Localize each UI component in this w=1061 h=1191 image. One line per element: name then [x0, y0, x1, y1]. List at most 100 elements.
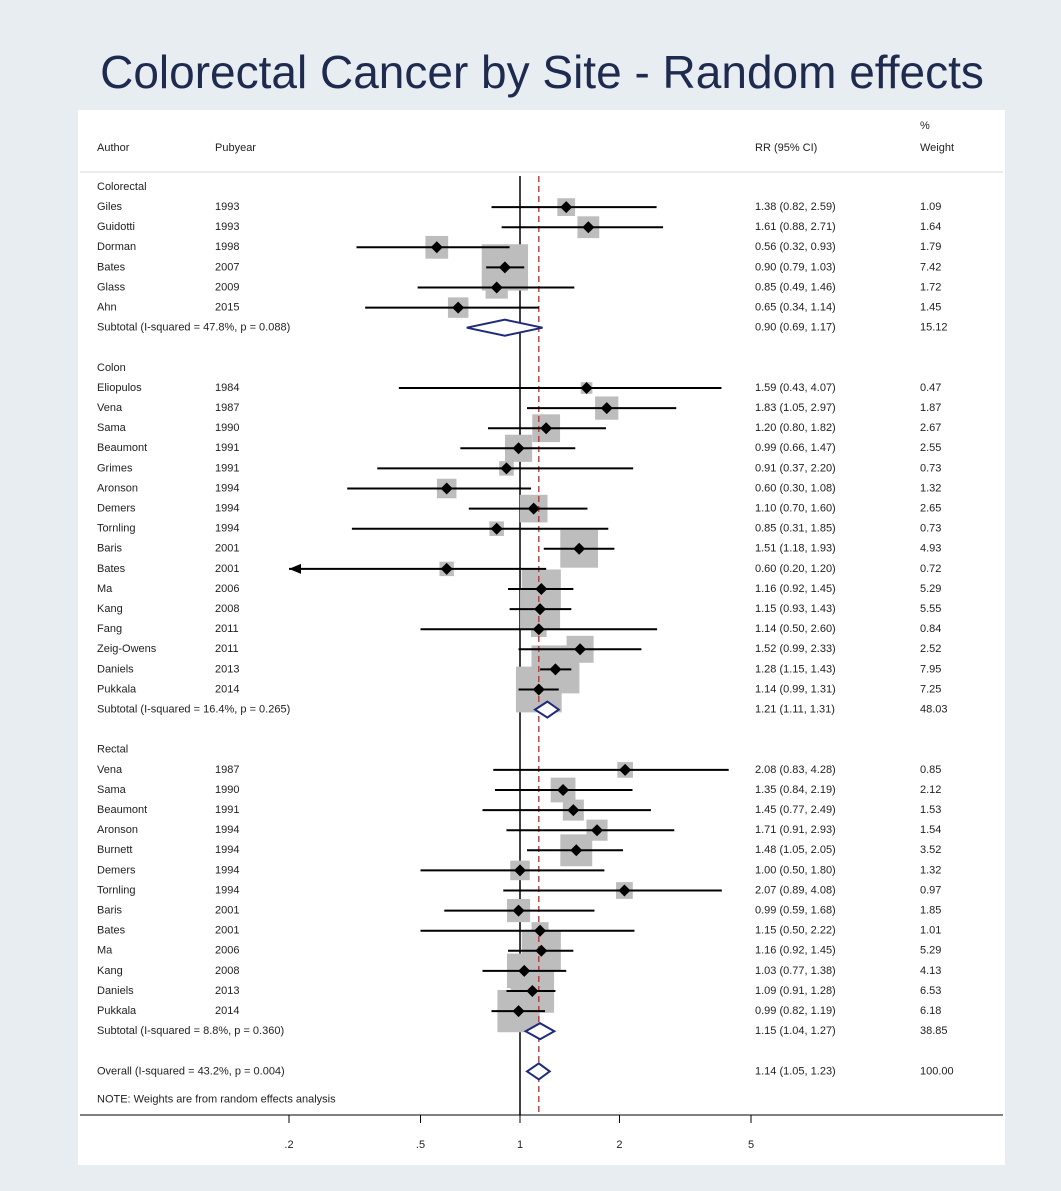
- weight-label: 4.13: [920, 965, 941, 977]
- weight-label: 5.29: [920, 583, 941, 595]
- weight-label: 1.85: [920, 905, 941, 917]
- overall-label: Overall (I-squared = 43.2%, p = 0.004): [97, 1065, 285, 1077]
- effect-label: 1.28 (1.15, 1.43): [755, 663, 836, 675]
- note: NOTE: Weights are from random effects an…: [97, 1093, 336, 1105]
- author: Vena: [97, 402, 123, 414]
- chart-title: Colorectal Cancer by Site - Random effec…: [100, 46, 984, 98]
- column-header: Author: [97, 142, 130, 154]
- group-label: Rectal: [97, 744, 128, 756]
- year: 1987: [215, 402, 239, 414]
- year: 1990: [215, 784, 239, 796]
- point-estimate: [527, 502, 540, 515]
- weight-label: 1.32: [920, 864, 941, 876]
- point-estimate: [532, 683, 545, 696]
- point-estimate: [557, 784, 570, 796]
- effect-label: 1.14 (0.50, 2.60): [755, 623, 836, 635]
- point-estimate: [512, 1005, 525, 1018]
- author: Demers: [97, 864, 136, 876]
- point-estimate: [518, 964, 531, 977]
- subtotal-label: Subtotal (I-squared = 8.8%, p = 0.360): [97, 1025, 284, 1037]
- year: 1994: [215, 482, 239, 494]
- author: Vena: [97, 764, 123, 776]
- effect-label: 0.85 (0.49, 1.46): [755, 281, 836, 293]
- point-estimate: [490, 281, 503, 294]
- weight-label: 0.85: [920, 764, 941, 776]
- effect-label: 0.91 (0.37, 2.20): [755, 462, 836, 474]
- author: Dorman: [97, 241, 136, 253]
- effect-label: 1.71 (0.91, 2.93): [755, 824, 836, 836]
- x-tick-label: .2: [284, 1139, 293, 1151]
- point-estimate: [580, 382, 593, 394]
- point-estimate: [514, 864, 526, 877]
- year: 2008: [215, 603, 239, 615]
- weight-label: 1.45: [920, 302, 941, 314]
- effect-label: 1.21 (1.11, 1.31): [755, 704, 835, 716]
- group-label: Colorectal: [97, 181, 147, 193]
- x-tick-label: .5: [416, 1139, 425, 1151]
- x-tick-label: 5: [748, 1139, 754, 1151]
- author: Daniels: [97, 985, 134, 997]
- weight-label: 0.47: [920, 382, 941, 394]
- weight-label: 15.12: [920, 322, 948, 334]
- year: 1994: [215, 503, 239, 515]
- author: Bates: [97, 563, 126, 575]
- diamond: [525, 1062, 552, 1081]
- point-estimate: [512, 904, 525, 917]
- weight-label: 38.85: [920, 1025, 948, 1037]
- weight-label: 2.55: [920, 442, 941, 454]
- author: Aronson: [97, 482, 138, 494]
- effect-label: 1.52 (0.99, 2.33): [755, 643, 836, 655]
- effect-label: 0.65 (0.34, 1.14): [755, 302, 836, 314]
- effect-label: 1.16 (0.92, 1.45): [755, 583, 836, 595]
- point-estimate: [619, 763, 632, 776]
- year: 1991: [215, 462, 239, 474]
- effect-label: 2.07 (0.89, 4.08): [755, 884, 836, 896]
- weight-label: 1.32: [920, 482, 941, 494]
- effect-label: 1.83 (1.05, 2.97): [755, 402, 836, 414]
- point-estimate: [549, 663, 562, 676]
- effect-label: 1.38 (0.82, 2.59): [755, 201, 836, 213]
- column-header: Pubyear: [215, 142, 256, 154]
- year: 2011: [215, 623, 239, 635]
- year: 2007: [215, 261, 239, 273]
- year: 1991: [215, 442, 239, 454]
- weight-label: 1.79: [920, 241, 941, 253]
- subtotal-label: Subtotal (I-squared = 16.4%, p = 0.265): [97, 704, 290, 716]
- year: 2011: [215, 643, 239, 655]
- weight-label: 6.18: [920, 1005, 941, 1017]
- point-estimate: [570, 844, 583, 857]
- weight-label: 4.93: [920, 543, 941, 555]
- effect-label: 0.60 (0.20, 1.20): [755, 563, 836, 575]
- author: Daniels: [97, 663, 134, 675]
- weight-label: 48.03: [920, 704, 948, 716]
- weight-label: 7.42: [920, 261, 941, 273]
- weight-label: 1.01: [920, 925, 941, 937]
- weight-label: 1.09: [920, 201, 941, 213]
- effect-label: 1.61 (0.88, 2.71): [755, 221, 836, 233]
- effect-label: 0.85 (0.31, 1.85): [755, 523, 836, 535]
- author: Fang: [97, 623, 122, 635]
- effect-label: 1.15 (1.04, 1.27): [755, 1025, 836, 1037]
- weight-label: 0.84: [920, 623, 941, 635]
- effect-label: 1.51 (1.18, 1.93): [755, 543, 836, 555]
- author: Guidotti: [97, 221, 135, 233]
- effect-label: 0.60 (0.30, 1.08): [755, 482, 836, 494]
- point-estimate: [540, 422, 553, 435]
- weight-label: 6.53: [920, 985, 941, 997]
- author: Beaumont: [97, 442, 147, 454]
- weight-label: 0.73: [920, 462, 941, 474]
- weight-label: 7.95: [920, 663, 941, 675]
- weight-label: 0.73: [920, 523, 941, 535]
- effect-label: 1.45 (0.77, 2.49): [755, 804, 836, 816]
- group-label: Colon: [97, 362, 126, 374]
- weight-label: 2.65: [920, 503, 941, 515]
- year: 2001: [215, 543, 239, 555]
- point-estimate: [452, 301, 465, 314]
- author: Bates: [97, 261, 126, 273]
- author: Ahn: [97, 302, 117, 314]
- author: Sama: [97, 422, 127, 434]
- point-estimate: [440, 482, 453, 495]
- year: 2001: [215, 563, 239, 575]
- weight-label: 0.97: [920, 884, 941, 896]
